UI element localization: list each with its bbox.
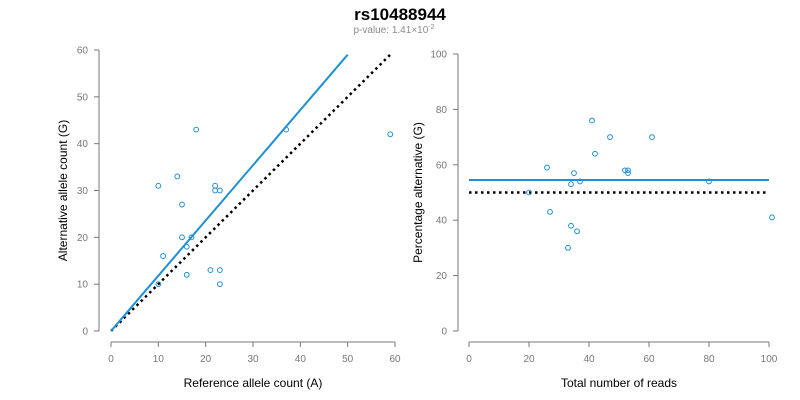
subtitle-exponent: -2 (428, 24, 434, 31)
data-point (188, 234, 195, 241)
data-point (183, 271, 190, 278)
y-tick-label: 10 (77, 280, 89, 291)
subtitle-base: 10 (417, 25, 429, 36)
y-tick-label: 40 (77, 139, 89, 150)
chart-title: rs10488944 (354, 5, 446, 24)
data-point (207, 267, 214, 274)
x-tick-label: 0 (466, 354, 472, 365)
data-point (571, 170, 577, 177)
y-axis-title: Alternative allele count (G) (56, 120, 70, 261)
data-point (565, 245, 571, 251)
data-point (526, 189, 532, 196)
data-point (193, 126, 200, 133)
data-point (216, 281, 223, 288)
x-tick-label: 80 (703, 354, 715, 365)
data-point (283, 126, 290, 133)
x-axis-title: Reference allele count (A) (184, 376, 323, 390)
x-tick-label: 50 (342, 354, 354, 365)
data-point (179, 201, 185, 208)
data-point (568, 222, 574, 229)
left-scatter-panel: 0 10 20 30 40 50 60 0 10 20 30 40 50 60 Reference alle… (56, 46, 401, 391)
y-axis-title: Percentage alternative (G) (411, 122, 425, 263)
y-tick-label: 20 (77, 233, 89, 244)
data-point (155, 281, 162, 288)
data-point (155, 182, 162, 189)
x-tick-label: 10 (153, 354, 165, 365)
y-tick-label: 40 (436, 216, 448, 227)
data-point (216, 187, 223, 194)
y-tick-label: 50 (77, 92, 89, 103)
data-point (160, 253, 166, 259)
data-point (649, 134, 655, 141)
right-scatter-panel: 0 20 40 60 80 100 0 20 40 60 80 100 Total number of … (411, 50, 778, 391)
data-point (174, 173, 181, 180)
y-tick-label: 80 (436, 105, 448, 116)
x-tick-label: 60 (389, 354, 401, 365)
x-tick-label: 40 (583, 354, 595, 365)
y-tick-label: 60 (436, 160, 448, 171)
data-point (183, 243, 190, 250)
data-point (607, 134, 613, 141)
data-point (179, 234, 185, 241)
y-tick-label: 0 (441, 327, 447, 338)
y-tick-label: 30 (77, 186, 89, 197)
data-point (216, 267, 223, 274)
y-tick-label: 60 (77, 46, 89, 57)
y-tick-label: 100 (430, 50, 447, 61)
data-point (574, 228, 580, 235)
chart-subtitle: p-value: 1.41×10-2 (353, 24, 434, 36)
data-point (577, 178, 583, 185)
data-point (706, 178, 712, 185)
reference-line (110, 53, 392, 332)
data-point (625, 167, 631, 174)
x-tick-label: 20 (523, 354, 535, 365)
fit-line (110, 54, 349, 332)
subtitle-times: × (411, 25, 417, 36)
x-axis-title: Total number of reads (561, 376, 677, 390)
data-point (387, 131, 394, 138)
data-point (625, 170, 631, 177)
data-point (589, 117, 595, 124)
data-point (544, 164, 550, 171)
data-point (212, 182, 219, 189)
x-tick-label: 20 (200, 354, 212, 365)
data-point (592, 150, 598, 157)
y-tick-label: 0 (82, 327, 88, 338)
data-point (212, 187, 219, 194)
data-point (568, 181, 574, 188)
subtitle-prefix: p-value: 1.41 (353, 25, 411, 36)
data-point (547, 208, 553, 215)
x-tick-label: 100 (761, 354, 778, 365)
y-tick-label: 20 (436, 271, 448, 282)
x-tick-label: 40 (295, 354, 307, 365)
x-tick-label: 60 (643, 354, 655, 365)
x-tick-label: 0 (108, 354, 114, 365)
data-point (769, 214, 775, 221)
x-tick-label: 30 (247, 354, 259, 365)
